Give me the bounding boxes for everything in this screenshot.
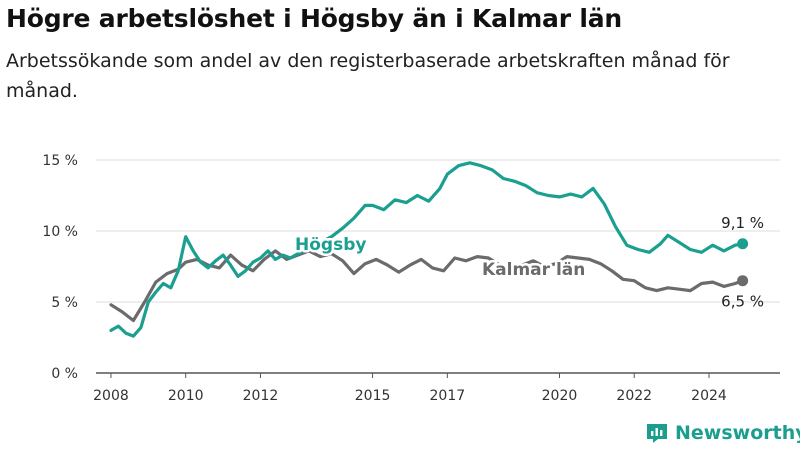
x-tick-label: 2020 <box>542 388 578 404</box>
y-tick-label: 10 % <box>42 224 78 240</box>
bar-chart-logo-icon <box>647 424 667 443</box>
x-tick-label: 2015 <box>355 388 391 404</box>
series-line-hogsby <box>109 161 745 338</box>
newsworthy-logo: Newsworthy <box>645 420 800 446</box>
end-value-hogsby: 9,1 % <box>721 214 764 232</box>
x-tick-label: 2010 <box>168 388 204 404</box>
gridlines <box>96 159 780 374</box>
end-value-kalmar-lan: 6,5 % <box>721 293 764 311</box>
series-end-point <box>737 275 749 287</box>
x-tick-label: 2022 <box>616 388 652 404</box>
y-axis-ticks: 0 % 5 % 10 % 15 % <box>42 153 78 382</box>
x-tick-label: 2012 <box>243 388 279 404</box>
x-axis-ticks: 2008 2010 2012 2015 2017 2020 2022 2024 <box>93 373 727 404</box>
series-line-kalmar-lan <box>109 249 745 323</box>
series-label-hogsby: Högsby <box>295 235 366 255</box>
y-tick-label: 5 % <box>51 295 78 311</box>
series-label-hogsby-halo: Högsby <box>295 235 366 255</box>
chart-subtitle: Arbetssökande som andel av den registerb… <box>6 50 730 102</box>
x-tick-label: 2024 <box>691 388 727 404</box>
x-tick-label: 2017 <box>430 388 466 404</box>
chart-title: Högre arbetslöshet i Högsby än i Kalmar … <box>6 4 622 33</box>
y-tick-label: 0 % <box>51 366 78 382</box>
brand-name: Newsworthy <box>675 422 800 444</box>
x-tick-label: 2008 <box>93 388 129 404</box>
series-label-kalmar-lan: Kalmar län <box>482 260 585 280</box>
series-label-kalmar-lan-halo: Kalmar län <box>482 260 585 280</box>
series-lines <box>109 161 749 338</box>
series-end-point <box>737 238 749 250</box>
y-tick-label: 15 % <box>42 153 78 169</box>
